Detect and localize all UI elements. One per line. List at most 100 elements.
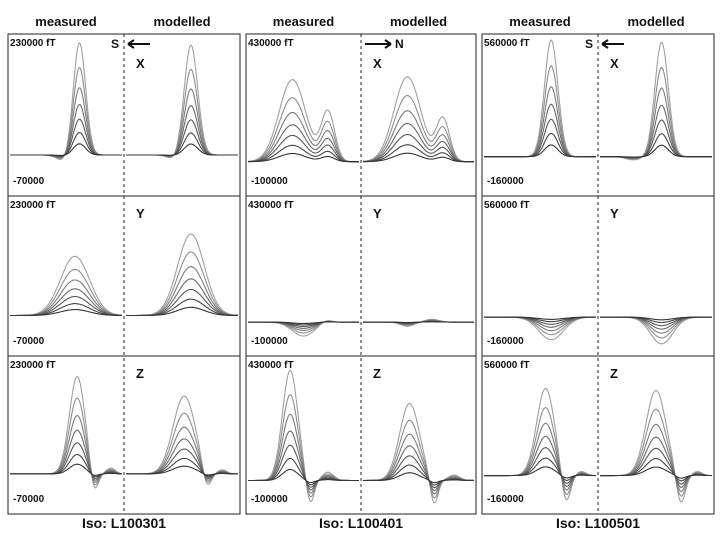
y-min-label: -100000 (251, 494, 288, 505)
component-label: X (373, 56, 382, 71)
curve-y-measured-7 (484, 316, 596, 320)
curve-x-measured-2 (247, 97, 359, 163)
curve-z-measured-7 (248, 468, 359, 484)
unit-label: fT (46, 360, 55, 371)
curve-x-modelled-6 (363, 144, 474, 163)
y-max-label: 560000 fT (484, 200, 530, 211)
curve-y-measured-7 (248, 321, 359, 325)
component-label: Z (373, 366, 381, 381)
unit-label: fT (284, 200, 293, 211)
curve-z-measured-2 (484, 407, 596, 496)
header-modelled: modelled (390, 14, 447, 29)
unit-label: fT (520, 38, 529, 49)
header-modelled: modelled (153, 14, 210, 29)
curve-z-measured-1 (10, 375, 123, 489)
curve-x-measured-3 (248, 111, 359, 163)
component-label: Y (610, 206, 619, 221)
curve-x-measured-2 (10, 66, 122, 159)
curve-z-modelled-7 (126, 465, 238, 476)
y-min-label: -100000 (251, 336, 288, 347)
unit-label: fT (520, 360, 529, 371)
curve-x-modelled-1 (362, 76, 474, 163)
curve-y-measured-3 (248, 320, 359, 332)
header-measured: measured (35, 14, 96, 29)
y-max-label: 430000 fT (248, 360, 294, 371)
component-label: Z (136, 366, 144, 381)
curve-x-measured-5 (248, 134, 359, 163)
curve-x-modelled-7 (363, 152, 474, 163)
curve-y-modelled-7 (363, 321, 474, 324)
curve-z-modelled-2 (600, 408, 712, 497)
component-label: Y (136, 206, 145, 221)
label-layer: measured modelled Iso: L100301 S 230000 fT -7… (10, 14, 685, 531)
y-max-label: 560000 fT (484, 38, 530, 49)
y-max-label: 230000 fT (10, 38, 56, 49)
curve-z-modelled-1 (600, 389, 712, 503)
component-label: Y (373, 206, 382, 221)
unit-label: fT (46, 38, 55, 49)
arrow-left-icon (127, 39, 150, 49)
curve-y-modelled-4 (600, 316, 712, 330)
curve-z-modelled-4 (600, 436, 712, 488)
y-min-label: -70000 (13, 336, 45, 347)
curve-x-modelled-2 (363, 94, 474, 163)
curve-z-measured-7 (10, 463, 122, 476)
curve-z-modelled-7 (363, 472, 474, 484)
direction-label: N (395, 37, 404, 51)
arrow-right-icon (365, 39, 392, 49)
iso-label: Iso: L100401 (319, 515, 403, 531)
curve-x-modelled-4 (362, 122, 474, 163)
curve-z-modelled-7 (600, 466, 712, 479)
unit-label: fT (46, 200, 55, 211)
curve-z-modelled-2 (363, 419, 474, 499)
y-max-label: 230000 fT (10, 200, 56, 211)
y-min-label: -100000 (251, 176, 288, 187)
y-max-label: 430000 fT (248, 38, 294, 49)
curve-x-measured-1 (10, 42, 122, 160)
curve-x-modelled-5 (600, 119, 712, 159)
curve-z-measured-7 (484, 466, 596, 479)
curve-z-measured-5 (484, 447, 596, 484)
curve-z-measured-3 (484, 422, 596, 491)
curve-y-modelled-1 (600, 316, 712, 345)
component-label: X (610, 56, 619, 71)
curve-y-measured-7 (10, 308, 122, 317)
panel-frames (7, 33, 715, 515)
y-min-label: -160000 (487, 336, 524, 347)
curve-z-modelled-5 (600, 447, 712, 485)
header-measured: measured (273, 14, 334, 29)
curve-z-modelled-4 (363, 445, 474, 492)
curve-y-modelled-7 (126, 306, 238, 317)
curve-x-measured-7 (10, 143, 122, 156)
header-measured: measured (509, 14, 570, 29)
header-modelled: modelled (627, 14, 684, 29)
iso-label: Iso: L100301 (82, 515, 166, 531)
component-label: X (136, 56, 145, 71)
curve-x-modelled-6 (600, 133, 712, 158)
y-min-label: -160000 (487, 176, 524, 187)
curve-y-modelled-2 (126, 251, 238, 317)
curve-z-measured-2 (248, 393, 359, 498)
unit-label: fT (284, 360, 293, 371)
curve-x-modelled-5 (363, 133, 474, 163)
curve-z-modelled-1 (363, 402, 474, 504)
curve-x-modelled-7 (600, 144, 712, 158)
component-label: Z (610, 366, 618, 381)
iso-label: Iso: L100501 (556, 515, 640, 531)
curve-z-measured-3 (248, 413, 359, 494)
unit-label: fT (284, 38, 293, 49)
curve-x-measured-1 (247, 79, 359, 163)
direction-label: S (111, 37, 119, 51)
y-max-label: 560000 fT (484, 360, 530, 371)
y-min-label: -160000 (487, 494, 524, 505)
curve-x-measured-6 (248, 144, 359, 163)
curve-x-measured-3 (10, 87, 122, 159)
curve-x-modelled-3 (362, 110, 474, 163)
curve-y-modelled-7 (600, 316, 712, 321)
curve-x-measured-4 (247, 124, 359, 163)
curve-z-modelled-6 (600, 457, 713, 482)
y-max-label: 430000 fT (248, 200, 294, 211)
y-min-label: -70000 (13, 176, 45, 187)
curve-z-measured-6 (484, 457, 597, 481)
